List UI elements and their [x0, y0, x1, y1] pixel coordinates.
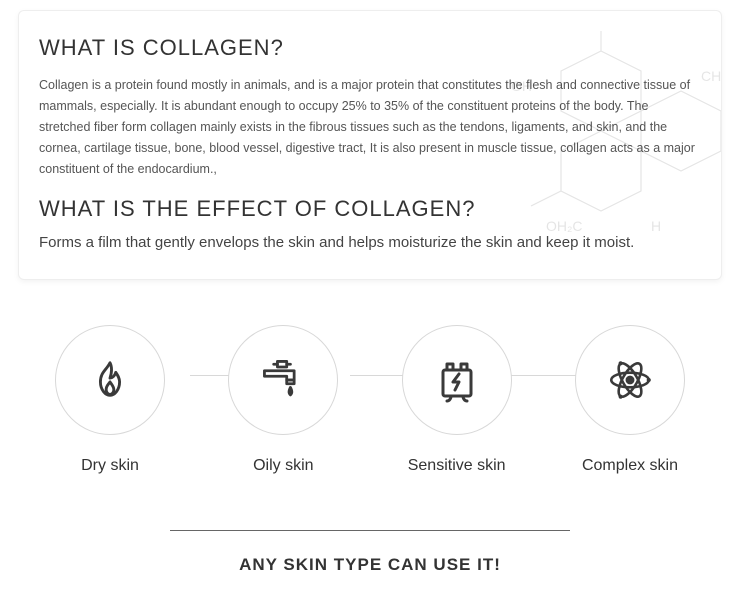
info-card: OH CH₂ OH₂C H OH WHAT IS COLLAGEN? Colla… [18, 10, 722, 280]
skin-type-label: Sensitive skin [408, 457, 506, 475]
skin-type-circle [575, 325, 685, 435]
skin-type-label: Complex skin [582, 457, 678, 475]
skin-type-item: Dry skin [40, 325, 180, 475]
heading-effect: WHAT IS THE EFFECT OF COLLAGEN? [39, 196, 701, 222]
paragraph-effect-desc: Forms a film that gently envelops the sk… [39, 232, 701, 254]
atom-icon [605, 355, 655, 405]
skin-type-item: Complex skin [560, 325, 700, 475]
svg-text:CH₂: CH₂ [701, 68, 722, 84]
faucet-icon [257, 357, 309, 403]
skin-type-circle [402, 325, 512, 435]
battery-icon [433, 356, 481, 404]
skin-type-item: Oily skin [213, 325, 353, 475]
skin-type-row: Dry skin Oily skin [40, 320, 700, 480]
paragraph-collagen-desc: Collagen is a protein found mostly in an… [39, 75, 701, 180]
heading-what-is-collagen: WHAT IS COLLAGEN? [39, 35, 701, 61]
skin-type-label: Dry skin [81, 457, 139, 475]
skin-type-circle [55, 325, 165, 435]
fire-icon [87, 357, 133, 403]
skin-type-label: Oily skin [253, 457, 313, 475]
divider-line [170, 530, 570, 531]
skin-type-item: Sensitive skin [387, 325, 527, 475]
skin-type-circle [228, 325, 338, 435]
footer-text: ANY SKIN TYPE CAN USE IT! [0, 555, 740, 575]
